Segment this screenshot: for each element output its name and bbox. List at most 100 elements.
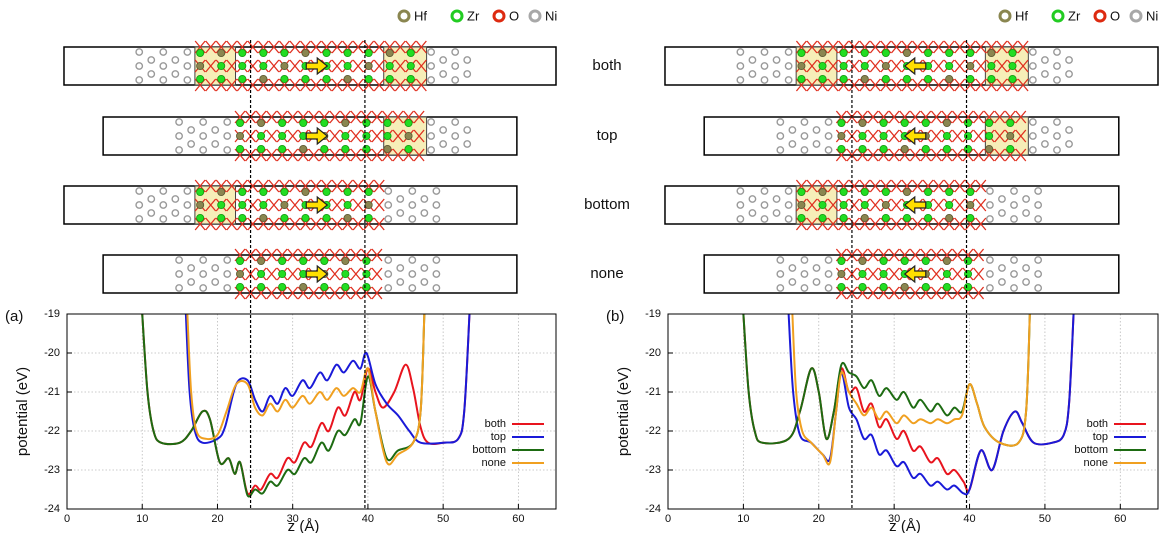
ni-atom bbox=[148, 57, 154, 63]
ni-atom bbox=[1066, 57, 1072, 63]
ni-atom bbox=[428, 133, 434, 139]
zr-atom bbox=[838, 257, 845, 264]
ni-atom bbox=[999, 210, 1005, 216]
atom-legend-label: Ni bbox=[545, 8, 557, 23]
zr-atom bbox=[798, 49, 805, 56]
atom-legend-marker bbox=[530, 11, 540, 21]
ni-atom bbox=[789, 141, 795, 147]
ni-atom bbox=[212, 127, 218, 133]
ni-atom bbox=[987, 188, 993, 194]
ni-atom bbox=[1011, 271, 1017, 277]
zr-atom bbox=[321, 145, 328, 152]
ni-atom bbox=[1035, 188, 1041, 194]
y-tick-label: -23 bbox=[44, 464, 60, 476]
hf-atom bbox=[967, 201, 974, 208]
o-bonds bbox=[248, 180, 258, 230]
ni-atom bbox=[1054, 119, 1060, 125]
zr-atom bbox=[279, 257, 286, 264]
y-axis-label: potential (eV) bbox=[615, 367, 632, 456]
zr-atom bbox=[798, 214, 805, 221]
zr-atom bbox=[964, 132, 971, 139]
ni-atom bbox=[773, 210, 779, 216]
ni-atom bbox=[999, 265, 1005, 271]
o-bonds bbox=[976, 41, 986, 91]
ni-atom bbox=[464, 141, 470, 147]
ni-atom bbox=[801, 133, 807, 139]
ni-atom bbox=[1066, 71, 1072, 77]
o-bonds bbox=[290, 180, 300, 230]
zr-atom bbox=[946, 201, 953, 208]
ni-atom bbox=[148, 71, 154, 77]
hf-atom bbox=[861, 75, 868, 82]
zr-atom bbox=[344, 62, 351, 69]
o-bonds bbox=[849, 41, 859, 91]
ni-atom bbox=[433, 188, 439, 194]
ni-atom bbox=[172, 71, 178, 77]
atom-legend-label: O bbox=[509, 8, 519, 23]
ni-atom bbox=[452, 77, 458, 83]
ni-atom bbox=[1035, 202, 1041, 208]
hf-atom bbox=[302, 49, 309, 56]
hf-atom bbox=[901, 283, 908, 290]
zr-atom bbox=[964, 270, 971, 277]
ni-atom bbox=[428, 63, 434, 69]
zr-atom bbox=[197, 214, 204, 221]
ni-atom bbox=[777, 271, 783, 277]
zr-atom bbox=[964, 283, 971, 290]
y-tick-label: -23 bbox=[645, 464, 661, 476]
zr-atom bbox=[988, 62, 995, 69]
zr-atom bbox=[342, 145, 349, 152]
ni-atom bbox=[385, 257, 391, 263]
ni-atom bbox=[987, 257, 993, 263]
ni-atom bbox=[1042, 71, 1048, 77]
ni-atom bbox=[789, 127, 795, 133]
zr-atom bbox=[880, 270, 887, 277]
ni-atom bbox=[421, 265, 427, 271]
ni-atom bbox=[385, 202, 391, 208]
ni-atom bbox=[160, 202, 166, 208]
zr-atom bbox=[798, 75, 805, 82]
hf-atom bbox=[859, 257, 866, 264]
ni-atom bbox=[200, 271, 206, 277]
ni-atom bbox=[200, 133, 206, 139]
o-bonds bbox=[934, 180, 944, 230]
hf-atom bbox=[903, 188, 910, 195]
zr-atom bbox=[281, 75, 288, 82]
zr-atom bbox=[218, 75, 225, 82]
hf-atom bbox=[819, 188, 826, 195]
ni-atom bbox=[184, 202, 190, 208]
ni-atom bbox=[428, 77, 434, 83]
o-bonds bbox=[330, 249, 340, 299]
ni-atom bbox=[421, 279, 427, 285]
panel-label: (a) bbox=[5, 308, 23, 325]
zr-atom bbox=[342, 270, 349, 277]
ni-atom bbox=[385, 216, 391, 222]
zr-atom bbox=[861, 188, 868, 195]
zr-atom bbox=[363, 119, 370, 126]
o-bonds bbox=[267, 111, 277, 161]
zr-atom bbox=[1009, 49, 1016, 56]
zr-atom bbox=[1007, 145, 1014, 152]
zr-atom bbox=[279, 145, 286, 152]
ni-atom bbox=[777, 285, 783, 291]
ni-atom bbox=[1011, 285, 1017, 291]
zr-atom bbox=[197, 49, 204, 56]
ni-atom bbox=[1011, 216, 1017, 222]
x-tick-label: 60 bbox=[512, 513, 524, 525]
ni-atom bbox=[785, 216, 791, 222]
hf-atom bbox=[943, 119, 950, 126]
o-bonds bbox=[870, 41, 880, 91]
zr-atom bbox=[386, 62, 393, 69]
ni-atom bbox=[385, 271, 391, 277]
ni-atom bbox=[1023, 210, 1029, 216]
zr-atom bbox=[859, 270, 866, 277]
ni-atom bbox=[433, 285, 439, 291]
ni-atom bbox=[987, 202, 993, 208]
polarization-arrow bbox=[905, 128, 926, 144]
zr-atom bbox=[859, 283, 866, 290]
ni-atom bbox=[409, 216, 415, 222]
ni-atom bbox=[825, 271, 831, 277]
hf-atom bbox=[344, 75, 351, 82]
zr-atom bbox=[967, 49, 974, 56]
ni-atom bbox=[789, 279, 795, 285]
